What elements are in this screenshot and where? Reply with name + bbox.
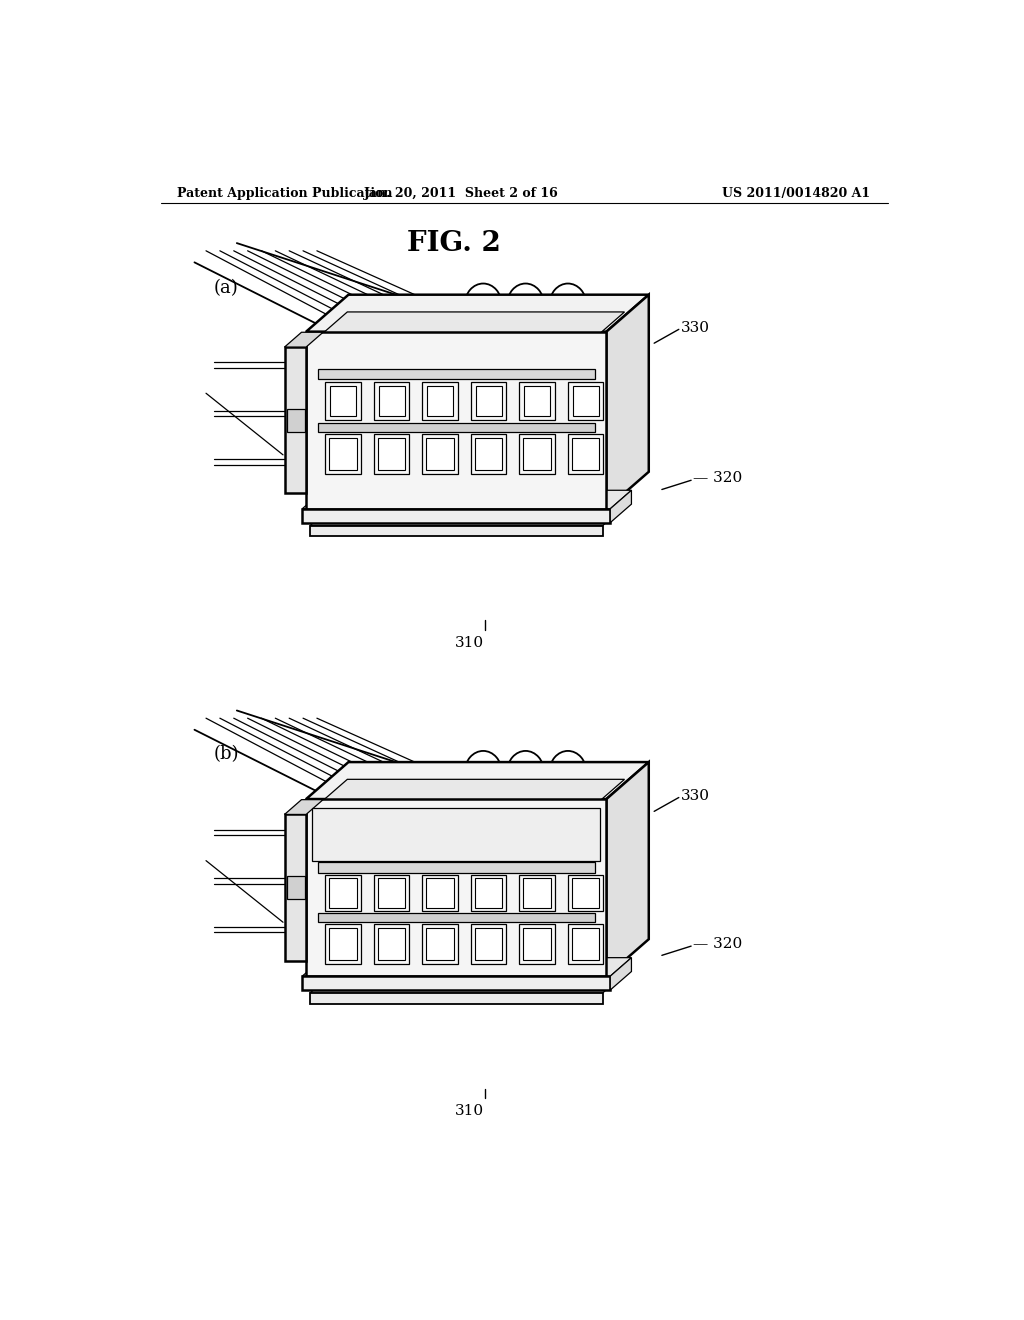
- Polygon shape: [471, 381, 506, 420]
- Polygon shape: [471, 924, 506, 964]
- Polygon shape: [330, 438, 357, 470]
- Polygon shape: [326, 434, 360, 474]
- Polygon shape: [475, 928, 503, 960]
- Polygon shape: [523, 438, 551, 470]
- Text: 330: 330: [681, 321, 710, 335]
- Polygon shape: [330, 878, 357, 908]
- Polygon shape: [426, 438, 454, 470]
- Polygon shape: [287, 876, 304, 899]
- Bar: [317, 862, 595, 873]
- Text: 310: 310: [455, 1104, 484, 1118]
- Bar: [317, 913, 595, 923]
- Polygon shape: [285, 814, 306, 961]
- Polygon shape: [374, 381, 410, 420]
- Text: (a): (a): [214, 279, 239, 297]
- Polygon shape: [330, 928, 357, 960]
- Text: US 2011/0014820 A1: US 2011/0014820 A1: [722, 186, 869, 199]
- Polygon shape: [326, 875, 360, 911]
- Polygon shape: [302, 977, 610, 990]
- Polygon shape: [326, 924, 360, 964]
- Polygon shape: [378, 438, 406, 470]
- Polygon shape: [568, 875, 603, 911]
- Polygon shape: [610, 958, 632, 990]
- Polygon shape: [568, 434, 603, 474]
- Polygon shape: [310, 993, 602, 1003]
- Polygon shape: [306, 762, 649, 799]
- Polygon shape: [378, 878, 406, 908]
- Polygon shape: [471, 875, 506, 911]
- Polygon shape: [523, 928, 551, 960]
- Text: (b): (b): [214, 744, 240, 763]
- Text: Patent Application Publication: Patent Application Publication: [177, 186, 392, 199]
- Polygon shape: [317, 779, 625, 805]
- Polygon shape: [310, 982, 615, 993]
- Text: FIG. 2: FIG. 2: [407, 230, 501, 256]
- Text: Jan. 20, 2011  Sheet 2 of 16: Jan. 20, 2011 Sheet 2 of 16: [365, 186, 559, 199]
- Polygon shape: [571, 928, 599, 960]
- Polygon shape: [310, 515, 615, 525]
- Polygon shape: [568, 381, 603, 420]
- Bar: [317, 368, 595, 379]
- Polygon shape: [285, 800, 323, 814]
- Polygon shape: [306, 294, 649, 331]
- Polygon shape: [317, 312, 625, 338]
- Polygon shape: [475, 438, 503, 470]
- Polygon shape: [426, 928, 454, 960]
- Text: 330: 330: [681, 789, 710, 803]
- Polygon shape: [572, 387, 599, 416]
- Text: — 320: — 320: [692, 471, 742, 484]
- Polygon shape: [374, 924, 410, 964]
- Polygon shape: [285, 347, 306, 494]
- Polygon shape: [422, 924, 458, 964]
- Polygon shape: [426, 878, 454, 908]
- Polygon shape: [306, 799, 606, 977]
- Polygon shape: [302, 958, 632, 977]
- Polygon shape: [610, 490, 632, 523]
- Polygon shape: [330, 387, 356, 416]
- Polygon shape: [606, 762, 649, 977]
- Polygon shape: [312, 808, 600, 861]
- Polygon shape: [568, 924, 603, 964]
- Polygon shape: [287, 409, 304, 432]
- Polygon shape: [310, 525, 602, 536]
- Polygon shape: [374, 875, 410, 911]
- Polygon shape: [523, 878, 551, 908]
- Text: — 320: — 320: [692, 937, 742, 950]
- Polygon shape: [302, 490, 632, 508]
- Text: 310: 310: [455, 636, 484, 649]
- Polygon shape: [519, 875, 555, 911]
- Polygon shape: [306, 331, 606, 508]
- Polygon shape: [422, 434, 458, 474]
- Polygon shape: [471, 434, 506, 474]
- Polygon shape: [422, 875, 458, 911]
- Polygon shape: [475, 878, 503, 908]
- Polygon shape: [422, 381, 458, 420]
- Bar: [317, 422, 595, 432]
- Polygon shape: [475, 387, 502, 416]
- Polygon shape: [285, 333, 323, 347]
- Polygon shape: [519, 924, 555, 964]
- Polygon shape: [427, 387, 454, 416]
- Polygon shape: [571, 438, 599, 470]
- Polygon shape: [379, 387, 404, 416]
- Polygon shape: [524, 387, 550, 416]
- Polygon shape: [378, 928, 406, 960]
- Polygon shape: [571, 878, 599, 908]
- Polygon shape: [326, 381, 360, 420]
- Polygon shape: [519, 434, 555, 474]
- Polygon shape: [374, 434, 410, 474]
- Polygon shape: [519, 381, 555, 420]
- Polygon shape: [606, 294, 649, 508]
- Polygon shape: [302, 508, 610, 523]
